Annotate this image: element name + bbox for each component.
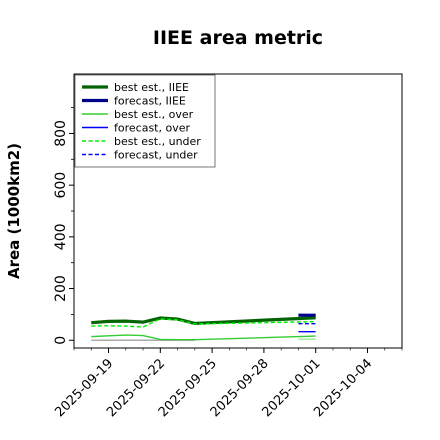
y-axis: 0 200 400 600 800: [53, 107, 74, 345]
series-line-2: [91, 334, 316, 341]
legend-entry-label: best est., over: [114, 108, 194, 121]
y-tick-label: 600: [53, 172, 69, 199]
legend-entry-label: forecast, under: [114, 149, 198, 162]
legend-entry-label: forecast, over: [114, 122, 190, 135]
x-axis: 2025-09-192025-09-222025-09-252025-09-28…: [52, 348, 403, 420]
y-tick-label: 800: [53, 120, 69, 147]
series-line-0: [91, 316, 316, 326]
chart-title: IIEE area metric: [153, 27, 323, 49]
series-lines: [91, 313, 316, 341]
y-tick-label: 0: [53, 336, 69, 345]
legend-box: [74, 74, 216, 168]
y-axis-label: Area (1000km2): [5, 143, 23, 279]
legend-entry-label: best est., IIEE: [114, 81, 189, 94]
series-line-4: [91, 318, 316, 328]
y-tick-label: 400: [53, 223, 69, 250]
legend-entry-label: forecast, IIEE: [114, 95, 186, 108]
y-tick-label: 200: [53, 275, 69, 302]
legend-entry-label: best est., under: [114, 135, 201, 148]
